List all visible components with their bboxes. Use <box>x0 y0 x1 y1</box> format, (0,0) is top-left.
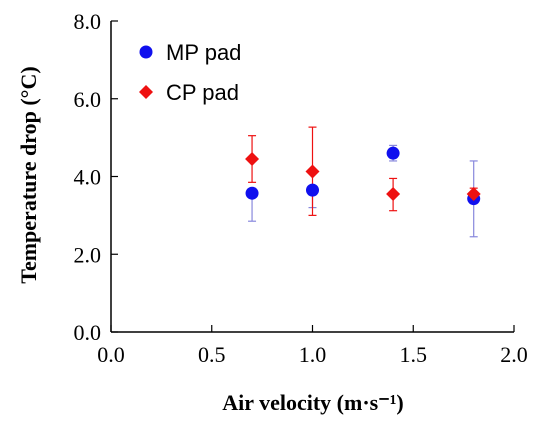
mp-pad-point <box>245 186 259 200</box>
y-tick-label: 0.0 <box>74 320 102 345</box>
y-tick-label: 2.0 <box>74 242 102 267</box>
cp-pad-point <box>466 186 481 201</box>
legend-label: CP pad <box>166 80 239 105</box>
x-tick-label: 1.0 <box>299 342 327 367</box>
legend-marker-mp-pad <box>139 45 153 59</box>
x-tick-label: 0.5 <box>198 342 226 367</box>
tick-labels: 0.0 0.5 1.0 1.5 2.0 0.0 2.0 4.0 6.0 8.0 <box>74 9 528 367</box>
legend-label: MP pad <box>166 40 241 65</box>
y-tick-label: 8.0 <box>74 9 102 34</box>
cp-pad-point <box>245 152 260 167</box>
x-tick-label: 1.5 <box>400 342 428 367</box>
mp-pad-point <box>306 183 319 197</box>
y-axis-label: Temperature drop (°C) <box>16 66 41 283</box>
legend: MP pad CP pad <box>139 40 241 105</box>
legend-marker-cp-pad <box>139 85 153 99</box>
x-tick-label: 0.0 <box>97 342 125 367</box>
axes <box>110 20 515 333</box>
cp-pad-point <box>305 164 320 179</box>
y-tick-label: 6.0 <box>74 87 102 112</box>
x-axis-label: Air velocity (m·s⁻¹) <box>222 390 404 415</box>
mp-pad-point <box>386 146 400 160</box>
cp-pad-point <box>386 186 401 201</box>
x-tick-label: 2.0 <box>500 342 528 367</box>
data-points <box>245 146 481 206</box>
y-tick-label: 4.0 <box>74 165 102 190</box>
error-bars <box>248 126 478 238</box>
